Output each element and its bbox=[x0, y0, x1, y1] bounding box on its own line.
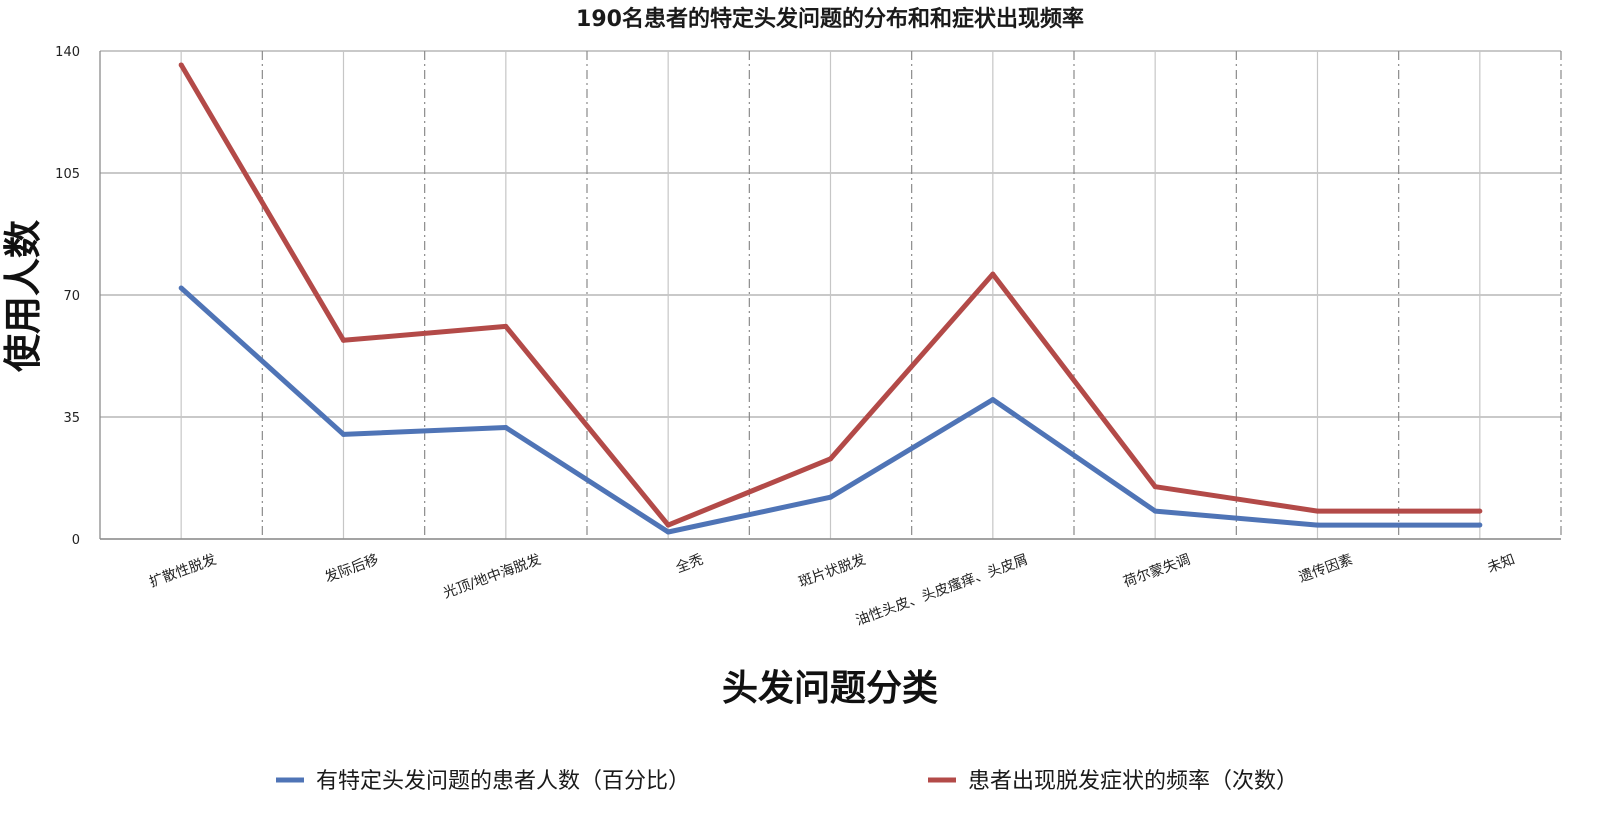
axes bbox=[99, 51, 1561, 540]
chart-title: 190名患者的特定头发问题的分布和和症状出现频率 bbox=[576, 6, 1084, 32]
data-point bbox=[1152, 484, 1158, 490]
data-point bbox=[828, 456, 833, 462]
x-category-label: 未知 bbox=[1485, 551, 1517, 577]
x-category-label: 全秃 bbox=[673, 551, 705, 577]
data-point bbox=[990, 271, 996, 277]
x-category-label: 斑片状脱发 bbox=[797, 552, 868, 591]
y-tick-label: 140 bbox=[55, 45, 80, 60]
y-tick-label: 0 bbox=[72, 533, 80, 548]
data-point bbox=[178, 285, 184, 291]
data-point bbox=[1315, 522, 1320, 528]
data-point bbox=[665, 522, 671, 528]
data-point bbox=[828, 494, 833, 500]
x-category-label: 光顶/地中海脱发 bbox=[441, 552, 543, 602]
y-axis-title: 使用人数 bbox=[1, 220, 45, 372]
data-point bbox=[990, 397, 996, 403]
y-tick-label: 105 bbox=[55, 167, 80, 182]
x-category-label: 荷尔蒙失调 bbox=[1121, 552, 1192, 591]
legend-label-1: 有特定头发问题的患者人数（百分比） bbox=[316, 769, 690, 794]
x-category-label: 油性头皮、头皮瘙痒、头皮屑 bbox=[853, 551, 1030, 629]
data-point bbox=[665, 529, 671, 535]
data-point bbox=[1477, 522, 1483, 528]
data-point bbox=[341, 337, 346, 343]
x-axis-title: 头发问题分类 bbox=[722, 668, 938, 709]
x-category-label: 遗传因素 bbox=[1297, 552, 1355, 586]
y-tick-label: 35 bbox=[63, 411, 80, 426]
legend-label-2: 患者出现脱发症状的频率（次数） bbox=[968, 769, 1298, 794]
y-tick-label: 70 bbox=[63, 289, 80, 304]
series-lines bbox=[178, 62, 1483, 535]
x-category-label: 扩散性脱发 bbox=[147, 552, 218, 591]
data-point bbox=[503, 424, 509, 430]
data-point bbox=[341, 431, 346, 437]
data-point bbox=[178, 62, 184, 68]
x-category-label: 发际后移 bbox=[323, 552, 381, 586]
legend: 有特定头发问题的患者人数（百分比） 患者出现脱发症状的频率（次数） bbox=[276, 769, 1298, 794]
data-point bbox=[1152, 508, 1158, 514]
grid bbox=[100, 50, 1562, 540]
y-axis-ticks: 0 35 70 105 140 bbox=[55, 45, 80, 548]
data-point bbox=[1315, 508, 1320, 514]
data-point bbox=[503, 323, 509, 329]
data-point bbox=[1477, 508, 1483, 514]
